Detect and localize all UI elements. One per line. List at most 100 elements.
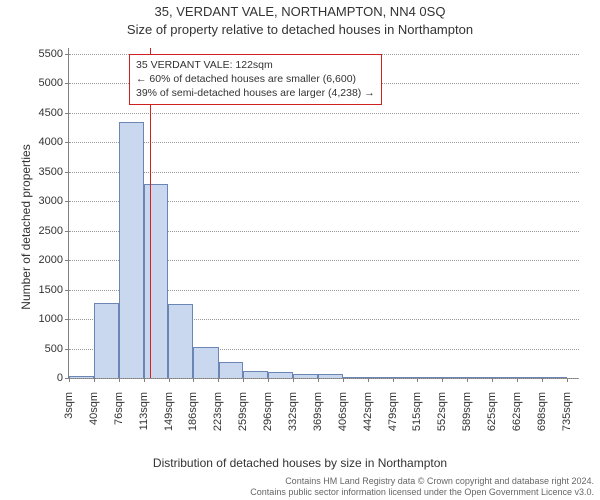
x-tick-mark: [467, 378, 468, 382]
x-tick-label: 3sqm: [63, 392, 75, 452]
x-tick-mark: [442, 378, 443, 382]
x-tick-label: 76sqm: [113, 392, 125, 452]
x-tick-mark: [69, 378, 70, 382]
x-tick-mark: [318, 378, 319, 382]
x-tick-mark: [293, 378, 294, 382]
histogram-bar: [343, 377, 367, 378]
x-tick-mark: [417, 378, 418, 382]
attribution-footer: Contains HM Land Registry data © Crown c…: [250, 476, 594, 498]
x-tick-label: 698sqm: [536, 392, 548, 452]
x-tick-mark: [268, 378, 269, 382]
x-tick-mark: [94, 378, 95, 382]
y-tick-mark: [65, 349, 69, 350]
x-tick-label: 589sqm: [461, 392, 473, 452]
y-tick-label: 5500: [39, 48, 63, 60]
y-tick-label: 5000: [39, 77, 63, 89]
histogram-bar: [119, 122, 144, 378]
histogram-bar: [193, 347, 218, 378]
chart-title-address: 35, VERDANT VALE, NORTHAMPTON, NN4 0SQ: [0, 4, 600, 19]
x-tick-mark: [542, 378, 543, 382]
x-tick-label: 735sqm: [561, 392, 573, 452]
histogram-bar: [168, 304, 193, 378]
histogram-bar: [492, 377, 517, 378]
y-tick-mark: [65, 260, 69, 261]
y-tick-mark: [65, 54, 69, 55]
x-tick-mark: [119, 378, 120, 382]
annotation-line-2: ← 60% of detached houses are smaller (6,…: [136, 72, 375, 86]
x-tick-label: 186sqm: [187, 392, 199, 452]
annotation-line-3: 39% of semi-detached houses are larger (…: [136, 86, 375, 100]
histogram-bar: [442, 377, 467, 378]
histogram-bar: [417, 377, 442, 378]
x-tick-mark: [243, 378, 244, 382]
x-axis-label: Distribution of detached houses by size …: [0, 456, 600, 470]
histogram-bar: [318, 374, 343, 378]
x-tick-mark: [218, 378, 219, 382]
annotation-box: 35 VERDANT VALE: 122sqm ← 60% of detache…: [129, 54, 382, 105]
plot-area: 35 VERDANT VALE: 122sqm ← 60% of detache…: [68, 48, 579, 379]
histogram-bar: [268, 372, 292, 378]
y-tick-label: 0: [57, 372, 63, 384]
histogram-bar: [517, 377, 541, 378]
y-tick-label: 4500: [39, 107, 63, 119]
histogram-bar: [144, 184, 168, 378]
y-tick-label: 3500: [39, 166, 63, 178]
property-size-histogram: 35, VERDANT VALE, NORTHAMPTON, NN4 0SQ S…: [0, 0, 600, 500]
x-tick-label: 662sqm: [511, 392, 523, 452]
x-tick-mark: [393, 378, 394, 382]
histogram-bar: [542, 377, 567, 378]
histogram-bar: [94, 303, 118, 378]
y-tick-label: 3000: [39, 195, 63, 207]
x-tick-label: 149sqm: [163, 392, 175, 452]
y-tick-mark: [65, 83, 69, 84]
y-tick-mark: [65, 201, 69, 202]
x-tick-label: 442sqm: [362, 392, 374, 452]
x-tick-mark: [144, 378, 145, 382]
y-tick-mark: [65, 113, 69, 114]
y-tick-mark: [65, 231, 69, 232]
x-tick-label: 406sqm: [337, 392, 349, 452]
y-tick-mark: [65, 319, 69, 320]
x-tick-mark: [517, 378, 518, 382]
x-tick-label: 515sqm: [411, 392, 423, 452]
histogram-bar: [243, 371, 268, 378]
y-tick-mark: [65, 290, 69, 291]
histogram-bar: [467, 377, 491, 378]
x-tick-label: 259sqm: [237, 392, 249, 452]
histogram-bar: [69, 376, 94, 378]
x-tick-label: 296sqm: [262, 392, 274, 452]
annotation-line-1: 35 VERDANT VALE: 122sqm: [136, 58, 375, 72]
gridline: [69, 113, 579, 114]
x-tick-label: 479sqm: [387, 392, 399, 452]
x-tick-label: 223sqm: [212, 392, 224, 452]
histogram-bar: [219, 362, 243, 379]
y-tick-label: 1500: [39, 284, 63, 296]
x-tick-label: 552sqm: [436, 392, 448, 452]
x-tick-mark: [492, 378, 493, 382]
histogram-bar: [368, 377, 393, 378]
y-tick-label: 1000: [39, 313, 63, 325]
x-tick-mark: [343, 378, 344, 382]
histogram-bar: [293, 374, 318, 378]
x-tick-label: 369sqm: [312, 392, 324, 452]
y-tick-label: 2000: [39, 254, 63, 266]
y-tick-mark: [65, 142, 69, 143]
footer-line-2: Contains public sector information licen…: [250, 487, 594, 498]
x-tick-label: 40sqm: [88, 392, 100, 452]
y-tick-label: 4000: [39, 136, 63, 148]
x-tick-mark: [169, 378, 170, 382]
x-tick-label: 332sqm: [287, 392, 299, 452]
x-tick-mark: [193, 378, 194, 382]
x-tick-mark: [567, 378, 568, 382]
x-tick-mark: [368, 378, 369, 382]
x-tick-label: 113sqm: [138, 392, 150, 452]
histogram-bar: [393, 377, 417, 378]
gridline: [69, 142, 579, 143]
y-tick-label: 2500: [39, 225, 63, 237]
gridline: [69, 172, 579, 173]
footer-line-1: Contains HM Land Registry data © Crown c…: [250, 476, 594, 487]
y-tick-label: 500: [45, 343, 63, 355]
y-axis-label: Number of detached properties: [19, 127, 33, 327]
gridline: [69, 378, 579, 379]
y-tick-mark: [65, 172, 69, 173]
